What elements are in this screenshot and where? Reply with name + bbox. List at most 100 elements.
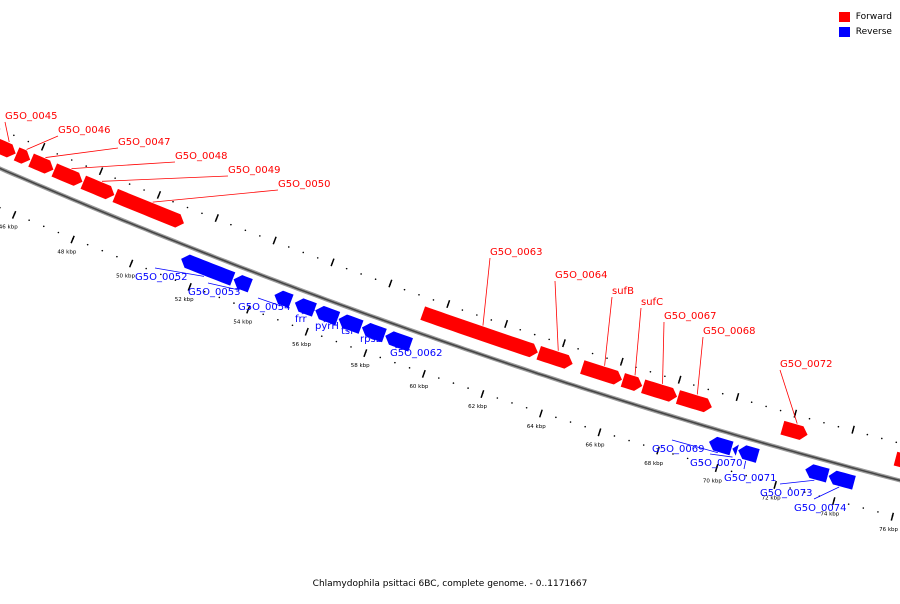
gene-leader-line [780,480,814,484]
gene-leader-line [102,176,228,181]
forward-track-dot [418,294,420,296]
forward-gene-arrow[interactable] [780,420,808,440]
reverse-track-dot [570,421,572,423]
gene-label: G5O_0071 [724,473,776,484]
forward-track-dot [172,201,174,203]
forward-track-dot [838,426,840,428]
reverse-swatch [839,27,850,37]
forward-gene-arrow[interactable] [620,373,643,392]
forward-track-dot [28,141,30,143]
axis-tick-label: 46 kbp [0,225,18,231]
legend-reverse: Reverse [839,24,892,39]
forward-gene-arrow[interactable] [80,175,115,199]
gene-label: G5O_0067 [664,311,716,322]
forward-track-dot [664,375,666,377]
reverse-track-dot [877,511,879,513]
axis-tick-label: 70 kbp [703,478,722,484]
reverse-major-tick [423,370,426,378]
gene-leader-line [663,322,664,384]
forward-track-dot [346,268,348,270]
gene-label: G5O_0047 [118,137,170,148]
reverse-track-dot [350,346,352,348]
forward-major-tick [389,280,392,288]
axis-tick-label: 60 kbp [409,384,428,390]
axis-tick-label: 58 kbp [351,363,370,369]
reverse-major-tick [364,349,367,357]
gene-label: G5O_0048 [175,151,227,162]
forward-gene-arrow[interactable] [675,390,712,413]
forward-gene-arrow[interactable] [893,451,900,469]
gene-leader-line [5,122,9,142]
gene-label: G5O_0045 [5,111,57,122]
gene-label: pyrH [315,321,339,332]
forward-gene-arrow[interactable] [13,147,30,164]
forward-gene-arrow[interactable] [580,360,623,385]
axis-tick-label: 48 kbp [57,249,76,255]
gene-leader-line [483,258,490,326]
forward-track-dot [592,353,594,355]
reverse-major-tick [71,236,74,243]
reverse-major-tick [540,410,542,418]
forward-gene-arrow[interactable] [536,346,573,370]
forward-gene-arrow[interactable] [51,163,83,186]
reverse-track-dot [145,268,147,270]
gene-label: rpsB [360,334,383,345]
gene-label: G5O_0069 [652,444,704,455]
forward-track-dot [129,183,131,185]
forward-gene-arrow[interactable] [0,138,16,158]
axis-tick-label: 62 kbp [468,404,487,410]
gene-label: G5O_0054 [238,302,290,313]
gene-leader-line [744,461,746,469]
legend-reverse-label: Reverse [856,27,892,37]
forward-track-dot [288,246,290,248]
forward-track-dot [519,329,521,331]
axis-tick-label: 64 kbp [527,424,546,430]
reverse-track-dot [497,397,499,399]
forward-track-dot [707,389,709,391]
forward-track-dot [462,309,464,311]
gene-label: G5O_0068 [703,326,755,337]
reverse-major-tick [891,513,893,521]
reverse-track-dot [321,335,323,337]
axis-tick-label: 68 kbp [644,461,663,467]
forward-track-dot [780,410,782,412]
forward-track-dot [577,348,579,350]
forward-track-dot [895,441,897,443]
reverse-track-dot [438,377,440,379]
reverse-gene-arrow[interactable] [709,436,734,455]
gene-label: G5O_0063 [490,247,542,258]
reverse-gene-arrow[interactable] [828,470,856,490]
forward-major-tick [505,320,508,328]
forward-major-tick [563,339,565,347]
forward-major-tick [621,358,623,366]
reverse-track-dot [848,503,850,505]
reverse-gene-arrow[interactable] [181,254,236,286]
reverse-track-dot [87,244,89,246]
gene-leader-line [45,148,118,158]
reverse-track-dot [687,458,689,460]
reverse-track-dot [233,302,235,304]
forward-major-tick [331,259,334,266]
forward-swatch [839,12,850,22]
reverse-track-dot [731,471,733,473]
reverse-track-dot [862,507,864,509]
legend-forward-label: Forward [856,12,892,22]
reverse-track-dot [116,256,118,258]
forward-track-dot [881,438,883,440]
forward-major-tick [42,143,45,150]
gene-leader-line [635,308,641,375]
forward-major-tick [852,426,854,434]
legend-forward: Forward [839,9,892,24]
forward-gene-arrow[interactable] [641,379,678,402]
forward-track-dot [476,314,478,316]
reverse-track-dot [0,207,1,209]
forward-gene-arrow[interactable] [28,153,54,174]
gene-leader-line [814,487,839,499]
reverse-track-dot [277,319,279,321]
forward-track-dot [317,257,319,259]
reverse-gene-arrow[interactable] [805,464,830,483]
gene-label: G5O_0072 [780,359,832,370]
forward-track-dot [114,177,116,179]
forward-major-tick [100,168,103,175]
reverse-track-dot [555,417,557,419]
